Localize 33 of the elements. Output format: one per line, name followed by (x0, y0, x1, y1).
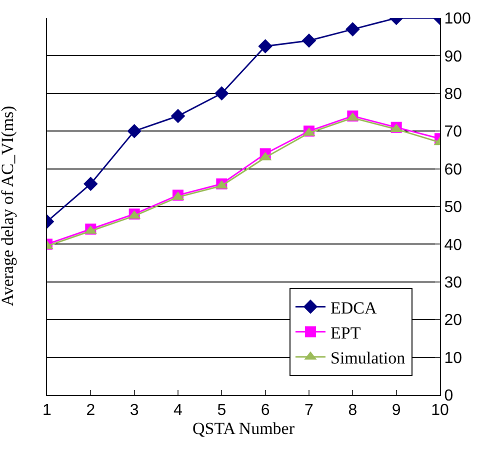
y-tick-label: 80 (444, 86, 462, 103)
y-tick-label: 0 (444, 388, 454, 405)
y-tick-label: 100 (444, 10, 471, 28)
point (258, 39, 272, 54)
point (127, 124, 142, 138)
y-tick-label: 90 (444, 48, 462, 66)
point (84, 176, 98, 192)
point (170, 108, 186, 124)
point (302, 33, 316, 48)
y-tick-label: 50 (444, 199, 462, 216)
x-tick-label: 5 (217, 402, 226, 420)
y-tick-label: 30 (444, 274, 462, 292)
x-tick-label: 6 (260, 402, 270, 420)
y-tick-label: 40 (444, 236, 462, 254)
x-tick-label: 2 (86, 402, 96, 420)
x-tick-label: 7 (304, 402, 314, 420)
x-axis-title: QSTA Number (192, 419, 295, 438)
point (346, 22, 360, 36)
y-tick-label: 10 (444, 350, 462, 367)
x-tick-label: 4 (174, 402, 183, 420)
x-tick-label: 3 (130, 402, 139, 420)
point (214, 86, 229, 101)
y-tick-label: 60 (444, 161, 462, 178)
x-tick-label: 8 (348, 402, 358, 420)
x-tick-label: 1 (42, 402, 52, 420)
y-tick-label: 70 (444, 124, 462, 141)
x-tick-label: 9 (392, 402, 401, 420)
x-tick-label: 10 (431, 402, 449, 420)
legend-label: Simulation (330, 348, 406, 368)
y-tick-label: 20 (444, 312, 462, 330)
legend-label: EDCA (330, 298, 378, 318)
legend-label: EPT (330, 323, 362, 342)
y-axis-title: Average delay of AC_VI(ms) (0, 106, 18, 306)
